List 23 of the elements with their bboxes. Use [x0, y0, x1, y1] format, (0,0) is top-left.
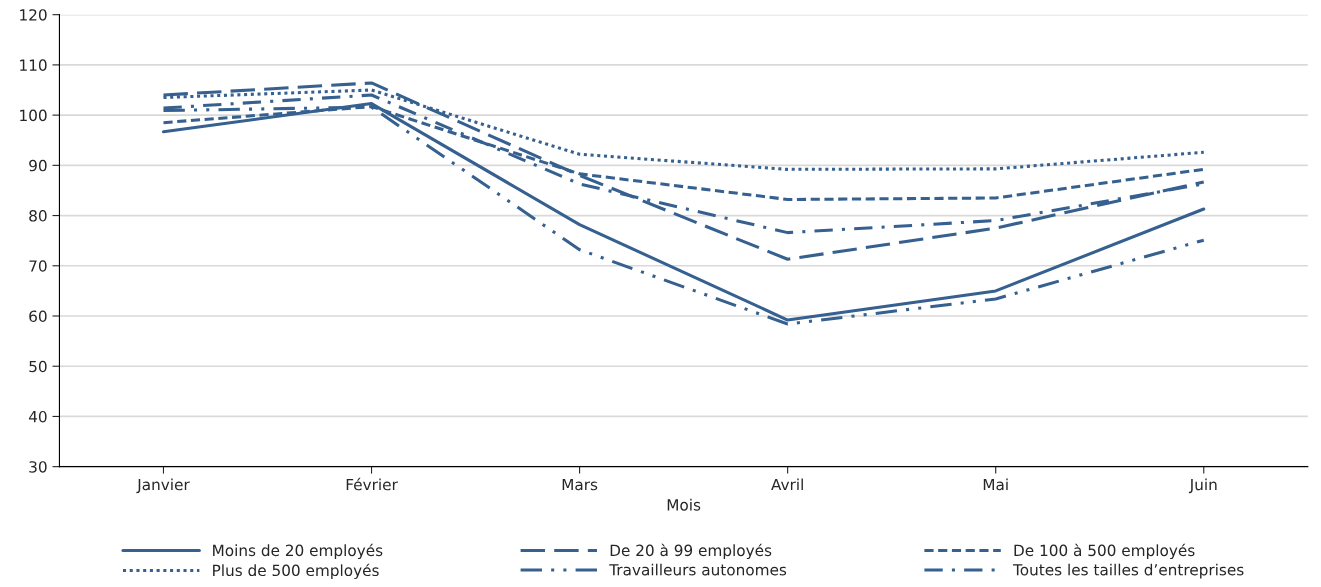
y-tick-label: 80: [29, 210, 47, 222]
legend-label: Travailleurs autonomes: [609, 563, 787, 576]
x-tick-label: Avril: [771, 478, 803, 491]
legend-label: Plus de 500 employés: [213, 563, 379, 580]
y-tick-label: 70: [29, 260, 47, 272]
y-tick-label: 110: [20, 59, 47, 71]
x-tick-label: Juin: [1188, 478, 1217, 494]
y-tick-label: 120: [20, 9, 47, 21]
legend-label: De 100 à 500 employés: [1014, 543, 1195, 560]
legend-label: De 20 à 99 employés: [610, 543, 772, 560]
y-tick-label: 60: [29, 310, 47, 323]
x-tick-label: Mars: [562, 478, 598, 491]
legend-label: Moins de 20 employés: [213, 543, 383, 560]
x-axis-title: Mois: [667, 498, 701, 511]
x-tick-label: Février: [346, 477, 398, 491]
y-tick-label: 50: [29, 360, 47, 373]
y-tick-label: 40: [28, 410, 47, 423]
y-tick-label: 30: [29, 461, 47, 473]
x-tick-label: Mai: [983, 478, 1008, 491]
legend-label: Toutes les tailles d’entreprises: [1012, 563, 1244, 579]
x-tick-label: Janvier: [136, 478, 190, 494]
y-tick-label: 90: [29, 159, 47, 172]
y-tick-label: 100: [20, 109, 47, 122]
